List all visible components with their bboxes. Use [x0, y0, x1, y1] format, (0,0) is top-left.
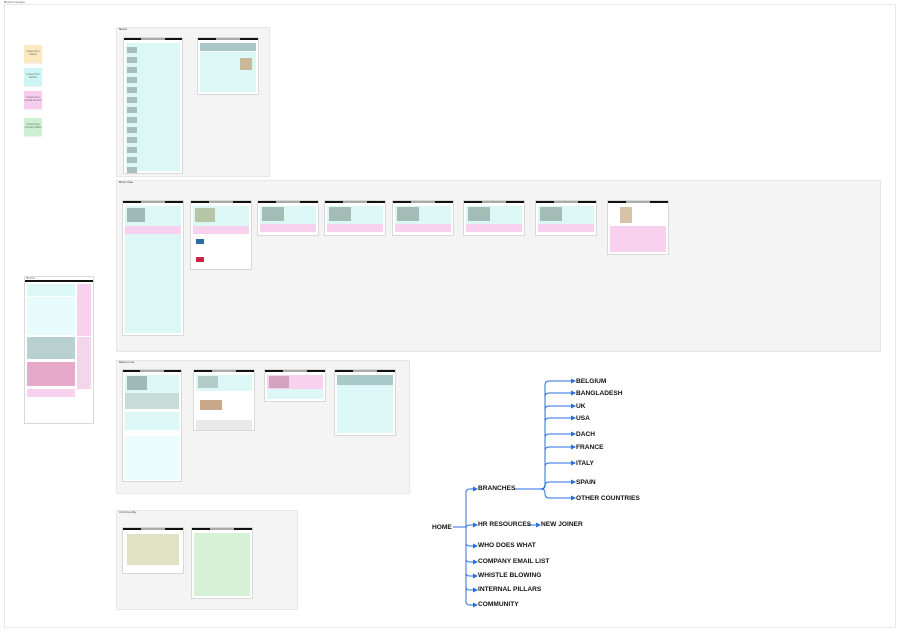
legend-division-text: Content from Division	[26, 74, 40, 79]
news-thumbnail	[127, 77, 137, 83]
news-thumbnail	[127, 87, 137, 93]
sitemap-who-does-what: WHO DOES WHAT	[478, 542, 536, 549]
news-thumbnail	[127, 57, 137, 63]
branch-page-france[interactable]	[463, 200, 525, 236]
news-thumbnail	[127, 137, 137, 143]
home-page[interactable]: Home	[24, 276, 94, 424]
sitemap-new-joiner: NEW JOINER	[541, 521, 583, 528]
legend-internal-services: Content from Internal Services	[24, 91, 42, 109]
home-page-label: Home	[26, 276, 35, 280]
sitemap-connector	[453, 486, 478, 528]
legend-division: Content from Division	[24, 68, 42, 86]
sitemap-connector	[453, 526, 478, 593]
legend-brands: Content from Brands	[24, 45, 42, 63]
news-thumbnail	[127, 147, 137, 153]
sitemap-country-uk: UK	[576, 403, 586, 410]
branch-page-italy[interactable]	[535, 200, 597, 236]
sitemap-whistle-blowing: WHISTLE BLOWING	[478, 572, 542, 579]
resources-page-email[interactable]	[334, 369, 396, 436]
community-page-2[interactable]	[191, 527, 253, 599]
resources-page-who[interactable]	[264, 369, 326, 402]
sitemap-country-other: OTHER COUNTRIES	[576, 495, 640, 502]
branch-page-uk[interactable]	[257, 200, 319, 236]
sitemap-internal-pillars: INTERNAL PILLARS	[478, 586, 542, 593]
news-thumbnail	[127, 67, 137, 73]
section-resources-title: Resources	[119, 360, 135, 364]
section-community-title: Community	[119, 510, 137, 514]
sitemap-country-italy: ITALY	[576, 460, 594, 467]
section-news-title: News	[119, 27, 128, 31]
news-thumbnail	[127, 157, 137, 163]
sitemap-connector	[453, 526, 478, 565]
section-branches-title: Branches	[119, 180, 133, 184]
news-thumbnail	[127, 117, 137, 123]
sitemap-connector	[453, 526, 478, 608]
sitemap-connector	[453, 526, 478, 549]
branch-page-belgium[interactable]	[122, 200, 184, 336]
sitemap-community: COMMUNITY	[478, 601, 519, 608]
sitemap-country-usa: USA	[576, 415, 590, 422]
sitemap-connector	[453, 526, 478, 579]
sitemap-hr-resources: HR RESOURCES	[478, 521, 532, 528]
legend-pillars-text: Content from Company Pillars	[24, 124, 42, 129]
news-thumbnail	[127, 97, 137, 103]
canvas-label: Board Canvas	[4, 0, 25, 4]
sitemap-branches: BRANCHES	[478, 485, 516, 492]
board-frame	[4, 4, 896, 628]
news-thumbnail	[127, 127, 137, 133]
news-list-page[interactable]	[123, 37, 183, 174]
news-thumbnail	[127, 167, 137, 173]
sitemap-country-france: FRANCE	[576, 444, 604, 451]
resources-page-hr[interactable]	[122, 369, 182, 482]
sitemap-company-email-list: COMPANY EMAIL LIST	[478, 558, 550, 565]
branch-page-dach[interactable]	[392, 200, 454, 236]
sitemap-country-bangladesh: BANGLADESH	[576, 390, 623, 397]
news-thumbnail	[127, 107, 137, 113]
sitemap-country-belgium: BELGIUM	[576, 378, 607, 385]
news-thumbnail	[127, 47, 137, 53]
resources-page-joiner[interactable]	[193, 369, 255, 431]
legend-brands-text: Content from Brands	[26, 51, 40, 56]
branch-page-usa[interactable]	[324, 200, 386, 236]
branch-page-bangladesh[interactable]	[190, 200, 252, 270]
legend-internal-services-text: Content from Internal Services	[24, 97, 42, 102]
sitemap-home: HOME	[432, 524, 452, 531]
legend-pillars: Content from Company Pillars	[24, 118, 42, 136]
branch-page-other[interactable]	[607, 200, 669, 255]
sitemap-connector	[514, 488, 576, 501]
community-page-1[interactable]	[122, 527, 184, 574]
news-article-page[interactable]	[197, 37, 259, 95]
sitemap-country-spain: SPAIN	[576, 479, 596, 486]
sitemap-country-dach: DACH	[576, 431, 596, 438]
